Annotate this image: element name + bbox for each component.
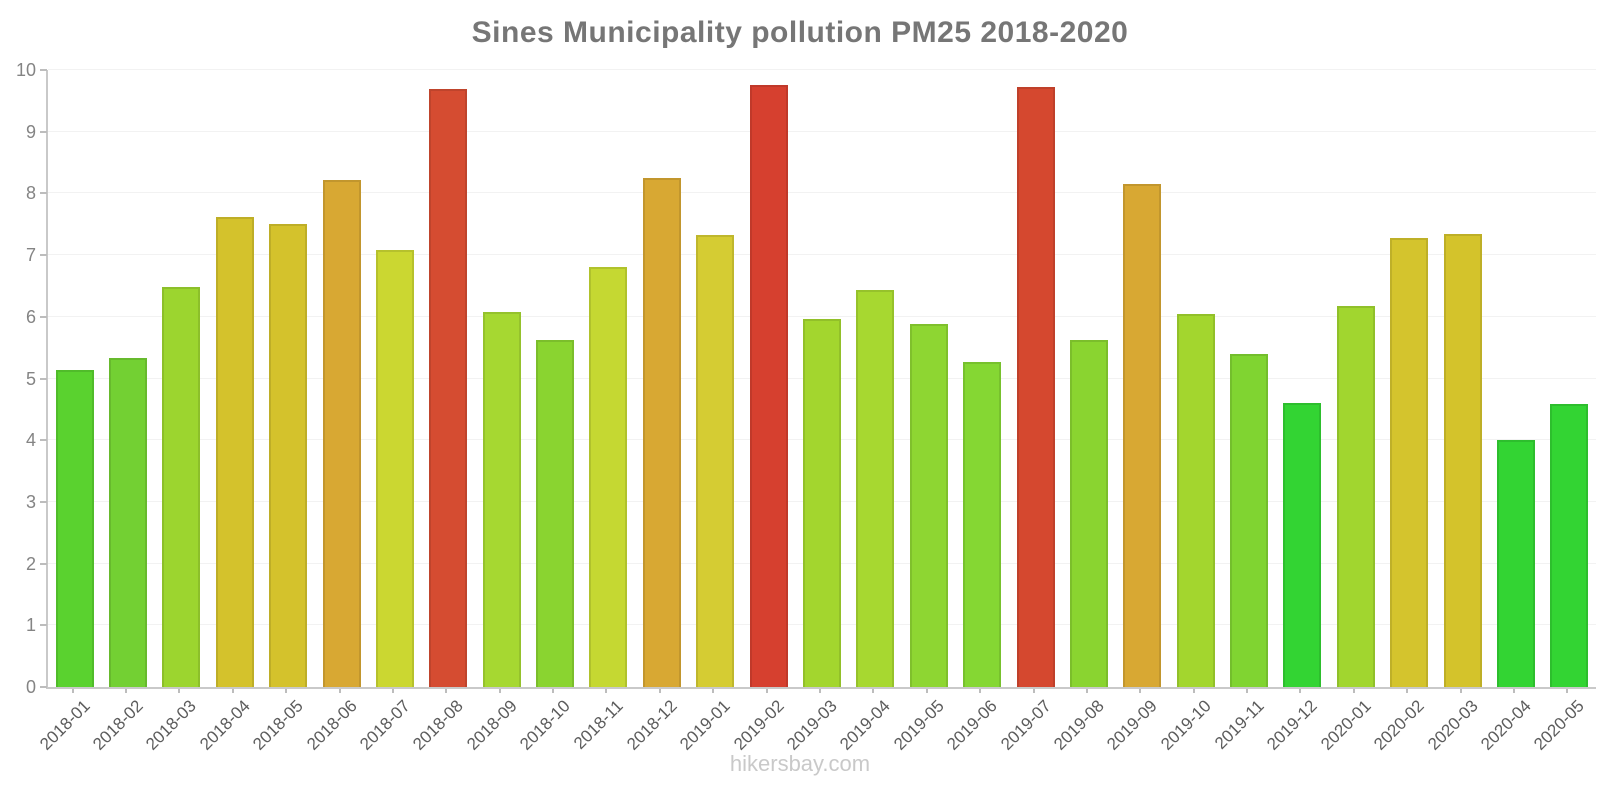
- y-tick-mark: [40, 254, 47, 257]
- bar-2020-01: [1336, 306, 1375, 687]
- bar-2019-08: [1069, 340, 1108, 687]
- x-tick-mark: [979, 689, 982, 693]
- x-tick-mark: [285, 689, 288, 693]
- bar-2018-06: [322, 179, 361, 687]
- x-tick-mark: [1032, 689, 1035, 693]
- x-tick-mark: [819, 689, 821, 693]
- bar-2018-07: [375, 250, 414, 687]
- plot-area: [46, 69, 1596, 689]
- y-tick-label-6: 6: [25, 306, 36, 327]
- bar-2019-12: [1283, 403, 1322, 687]
- x-tick-mark: [712, 689, 715, 693]
- x-tick-mark: [1512, 689, 1515, 693]
- y-tick-mark: [40, 500, 47, 503]
- x-tick-mark: [231, 689, 234, 693]
- y-tick-label-5: 5: [25, 368, 36, 389]
- x-tick-mark: [925, 689, 928, 693]
- y-tick-mark: [40, 686, 47, 688]
- gridline: [48, 254, 1596, 256]
- bar-2018-09: [482, 311, 521, 687]
- y-tick-mark: [40, 624, 47, 627]
- bar-2018-11: [589, 266, 628, 687]
- x-tick-mark: [125, 689, 128, 693]
- bar-2020-03: [1443, 233, 1482, 687]
- bar-2020-05: [1550, 404, 1589, 687]
- x-tick-mark: [1192, 689, 1195, 693]
- bar-2019-03: [803, 318, 841, 687]
- x-tick-mark: [605, 689, 608, 693]
- x-tick-mark: [1459, 689, 1462, 693]
- y-tick-mark: [40, 377, 47, 380]
- x-tick-mark: [498, 689, 501, 693]
- x-tick-mark: [1139, 689, 1142, 693]
- y-tick-label-3: 3: [25, 491, 36, 512]
- y-tick-label-7: 7: [25, 245, 36, 266]
- bar-2019-11: [1230, 353, 1269, 687]
- bar-2019-05: [909, 324, 948, 687]
- y-tick-label-1: 1: [25, 615, 36, 636]
- bar-2020-02: [1390, 237, 1429, 687]
- x-tick-mark: [1246, 689, 1249, 693]
- chart-title: Sines Municipality pollution PM25 2018-2…: [471, 16, 1129, 49]
- y-tick-mark: [40, 130, 47, 133]
- watermark-text: hikersbay.com: [729, 751, 871, 776]
- bar-2019-04: [856, 289, 895, 687]
- x-tick-mark: [1406, 689, 1409, 693]
- y-tick-mark: [40, 439, 47, 442]
- x-tick-mark: [1566, 689, 1569, 693]
- x-tick-mark: [552, 689, 555, 693]
- bar-2018-05: [269, 224, 308, 687]
- gridline: [48, 192, 1596, 194]
- bar-2018-03: [162, 287, 201, 687]
- x-tick-mark: [178, 689, 181, 693]
- x-tick-mark: [1085, 689, 1088, 693]
- y-tick-label-9: 9: [25, 121, 36, 142]
- bar-2019-07: [1016, 87, 1055, 687]
- bar-2018-08: [429, 88, 468, 687]
- bar-2018-01: [55, 370, 94, 687]
- x-tick-mark: [1352, 689, 1355, 693]
- bar-2018-02: [109, 358, 148, 687]
- bar-2018-10: [536, 339, 575, 687]
- bar-2019-06: [963, 361, 1002, 687]
- y-tick-mark: [40, 69, 47, 71]
- x-tick-mark: [71, 689, 74, 693]
- bar-2019-01: [696, 235, 735, 687]
- gridline: [48, 315, 1596, 317]
- bar-2018-12: [642, 177, 681, 687]
- y-tick-mark: [40, 315, 47, 318]
- bar-2020-04: [1496, 440, 1535, 687]
- bar-2018-04: [215, 216, 254, 687]
- x-tick-mark: [765, 689, 768, 693]
- x-tick-mark: [445, 689, 448, 693]
- bar-2019-09: [1123, 183, 1162, 687]
- y-tick-label-8: 8: [25, 183, 36, 204]
- y-tick-label-4: 4: [25, 430, 36, 451]
- x-tick-mark: [872, 689, 875, 693]
- y-tick-label-0: 0: [25, 677, 36, 697]
- gridline: [48, 130, 1596, 132]
- x-tick-mark: [338, 689, 341, 693]
- gridline: [48, 69, 1596, 70]
- bar-2019-02: [749, 85, 788, 687]
- x-tick-mark: [391, 689, 394, 693]
- x-tick-mark: [1299, 689, 1302, 693]
- y-tick-label-10: 10: [15, 60, 36, 80]
- y-tick-mark: [40, 192, 47, 195]
- y-tick-mark: [40, 562, 47, 565]
- y-tick-label-2: 2: [25, 553, 36, 574]
- x-tick-mark: [658, 689, 661, 693]
- bar-2019-10: [1176, 313, 1215, 687]
